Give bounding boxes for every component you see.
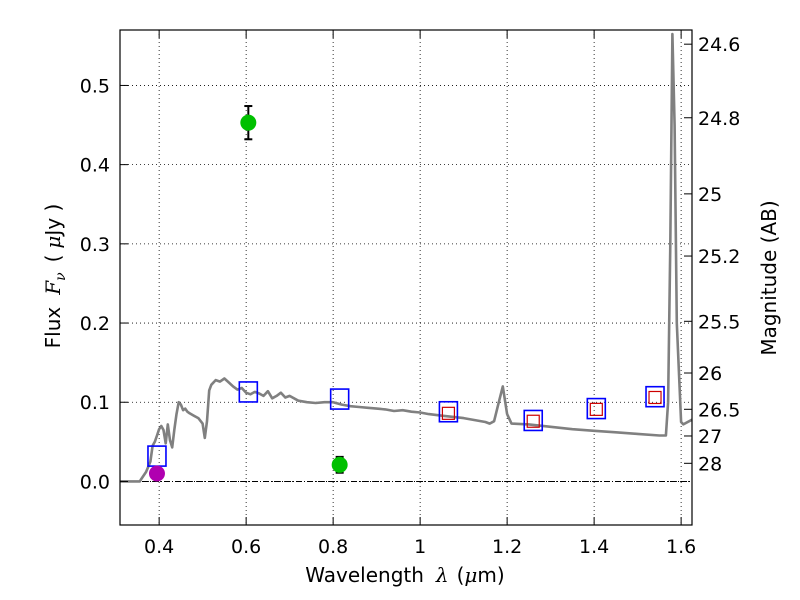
y-axis-ticks: 0.0 0.1 0.2 0.3 0.4 0.5 <box>80 75 128 493</box>
y2-tick-label: 25 <box>698 184 722 206</box>
x-tick-label: 1 <box>414 536 426 558</box>
x-axis-title: Wavelength λ (μm) <box>305 563 504 587</box>
grid-lines <box>120 30 692 525</box>
x-axis-title-unit-mu: μ <box>464 563 477 587</box>
x-tick-label: 0.8 <box>318 536 348 558</box>
observed-limit-marker <box>648 390 662 405</box>
y2-axis-title: Magnitude (AB) <box>757 200 781 355</box>
y-axis-title: Flux Fν ( μJy ) <box>41 204 69 349</box>
y2-tick-label: 26 <box>698 363 722 385</box>
x-axis-ticks: 0.4 0.6 0.8 1 1.2 1.4 1.6 <box>144 30 696 558</box>
x-axis-title-unit-open: ( <box>457 563 465 587</box>
y-tick-label: 0.4 <box>80 155 110 177</box>
model-band-flux-marker <box>438 400 459 423</box>
x-tick-label: 1.4 <box>579 536 609 558</box>
y2-tick-label: 28 <box>698 453 722 475</box>
y2-tick-label: 27 <box>698 426 722 448</box>
y2-tick-label: 25.2 <box>698 246 740 268</box>
observed-flux-point <box>331 456 348 473</box>
model-spectrum-line <box>120 32 693 483</box>
y-axis-title-unit-rest: Jy ) <box>41 204 65 238</box>
x-axis-title-symbol: λ <box>435 563 449 587</box>
y-tick-label: 0.3 <box>80 234 110 256</box>
y2-axis-ticks: 24.6 24.8 25 25.2 25.5 26 26.5 27 28 <box>684 34 740 475</box>
plot-frame <box>119 29 693 526</box>
model-band-flux-marker <box>645 385 665 408</box>
model-band-flux-marker <box>238 381 259 403</box>
observed-flux-point <box>148 465 165 482</box>
y-axis-title-sub: ν <box>53 272 69 281</box>
y-tick-label: 0.2 <box>80 313 110 335</box>
y-axis-title-symbol: F <box>41 280 65 296</box>
y-axis-title-unit-mu: μ <box>41 236 65 249</box>
data-points <box>147 105 665 482</box>
y-tick-label: 0.5 <box>80 75 110 97</box>
y2-tick-label: 25.5 <box>698 311 740 333</box>
x-axis-title-unit-rest: m) <box>477 563 504 587</box>
x-tick-label: 1.6 <box>666 536 696 558</box>
y-axis-title-unit-open: ( <box>41 255 65 263</box>
y-tick-label: 0.1 <box>80 392 110 414</box>
y2-tick-label: 26.5 <box>698 399 740 421</box>
observed-flux-point <box>240 114 257 131</box>
observed-limit-marker <box>526 414 540 428</box>
model-band-flux-marker <box>329 388 350 410</box>
x-tick-label: 0.6 <box>231 536 261 558</box>
observed-limit-marker <box>441 406 456 420</box>
model-band-flux-marker <box>586 397 607 420</box>
y2-tick-label: 24.8 <box>698 108 740 130</box>
x-axis-title-prefix: Wavelength <box>305 563 424 587</box>
y-tick-label: 0.0 <box>80 471 110 493</box>
model-band-flux-marker <box>523 409 544 432</box>
y2-tick-label: 24.6 <box>698 34 740 56</box>
y-axis-title-prefix: Flux <box>41 307 65 349</box>
x-tick-label: 1.2 <box>492 536 522 558</box>
observed-limit-marker <box>589 402 603 416</box>
x-tick-label: 0.4 <box>144 536 174 558</box>
